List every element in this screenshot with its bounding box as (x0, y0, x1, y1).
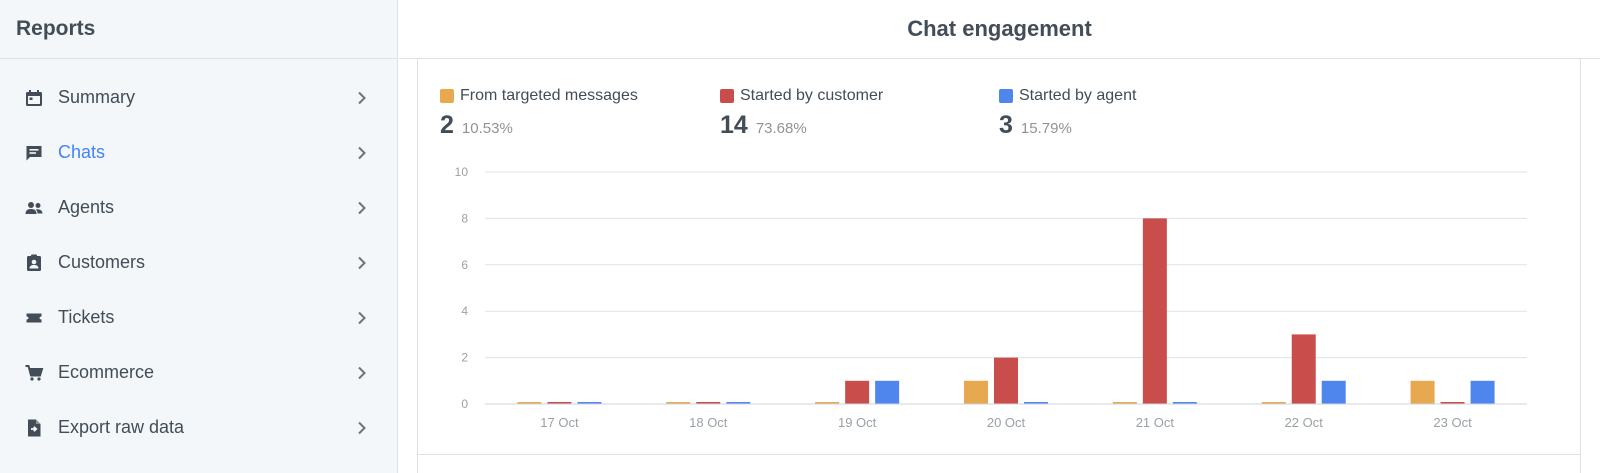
sidebar-item-label: Ecommerce (58, 362, 155, 382)
sidebar: Reports Summary Chats Agents (0, 0, 398, 473)
legend-count: 2 (440, 111, 454, 139)
chevron-right-icon (358, 421, 366, 434)
chevron-right-icon (358, 201, 366, 214)
bar[interactable] (517, 402, 542, 404)
chevron-right-icon (358, 366, 366, 379)
bar[interactable] (845, 380, 870, 404)
chevron-right-icon (358, 146, 366, 159)
x-tick-label: 19 Oct (838, 415, 877, 430)
bar[interactable] (696, 402, 721, 404)
legend-percent: 10.53% (461, 120, 513, 137)
chevron-right-icon (358, 311, 366, 324)
legend-count: 14 (720, 111, 748, 139)
x-tick-label: 21 Oct (1136, 415, 1175, 430)
y-tick-label: 0 (461, 397, 468, 411)
y-tick-label: 2 (461, 351, 468, 365)
legend-swatch (440, 89, 454, 103)
bar[interactable] (1024, 402, 1048, 404)
y-tick-label: 4 (461, 304, 468, 318)
sidebar-item-label: Tickets (58, 307, 115, 327)
chart-legend: From targeted messages 2 10.53% Started … (440, 87, 1580, 147)
sidebar-item-label: Chats (58, 142, 106, 162)
sidebar-item-customers[interactable]: Customers (0, 235, 397, 290)
bar[interactable] (1321, 380, 1346, 404)
chevron-right-icon (358, 91, 366, 104)
y-tick-label: 8 (461, 211, 468, 225)
bar[interactable] (1470, 380, 1495, 404)
sidebar-item-export-raw-data[interactable]: Export raw data (0, 400, 397, 455)
legend-item-customer[interactable]: Started by customer 14 73.68% (720, 87, 883, 140)
sidebar-item-label: Export raw data (58, 417, 185, 437)
legend-count: 3 (999, 111, 1013, 139)
bar[interactable] (1291, 334, 1316, 404)
bar[interactable] (577, 402, 602, 404)
bar[interactable] (1172, 402, 1197, 404)
bar[interactable] (994, 357, 1018, 404)
bar[interactable] (1112, 402, 1137, 404)
main-header: Chat engagement (399, 0, 1600, 59)
legend-label: From targeted messages (460, 87, 638, 104)
legend-percent: 15.79% (1020, 120, 1072, 137)
bar[interactable] (815, 402, 840, 404)
bar[interactable] (726, 402, 751, 404)
legend-item-targeted[interactable]: From targeted messages 2 10.53% (440, 87, 638, 140)
bar[interactable] (1142, 218, 1167, 404)
bar[interactable] (1410, 380, 1435, 404)
x-tick-label: 18 Oct (689, 415, 728, 430)
chart-panel: From targeted messages 2 10.53% Started … (417, 59, 1581, 455)
legend-swatch (999, 89, 1013, 103)
sidebar-item-agents[interactable]: Agents (0, 180, 397, 235)
sidebar-item-tickets[interactable]: Tickets (0, 290, 397, 345)
people-icon (24, 198, 44, 218)
chat-icon (24, 143, 44, 163)
x-tick-label: 22 Oct (1285, 415, 1324, 430)
chevron-right-icon (358, 256, 366, 269)
legend-label: Started by agent (1019, 87, 1137, 104)
lower-panel-frame (417, 455, 1581, 473)
y-tick-label: 10 (455, 165, 469, 179)
sidebar-item-chats[interactable]: Chats (0, 125, 397, 180)
file-export-icon (24, 418, 44, 438)
legend-label: Started by customer (740, 87, 884, 104)
x-tick-label: 17 Oct (540, 415, 579, 430)
sidebar-item-label: Summary (58, 87, 136, 107)
bar[interactable] (875, 380, 900, 404)
ticket-icon (24, 308, 44, 328)
legend-swatch (720, 89, 734, 103)
legend-percent: 73.68% (755, 120, 807, 137)
main-content: Chat engagement From targeted messages 2… (399, 0, 1600, 473)
bar[interactable] (1261, 402, 1286, 404)
x-tick-label: 20 Oct (987, 415, 1026, 430)
y-tick-label: 6 (461, 258, 468, 272)
sidebar-item-ecommerce[interactable]: Ecommerce (0, 345, 397, 400)
bar-chart: 0 2 4 6 8 10 17 Oct 18 Oct 19 Oct 20 Oct 21 Oct 22 … (455, 165, 1527, 430)
bar[interactable] (547, 402, 572, 404)
sidebar-header: Reports (0, 0, 397, 59)
bar[interactable] (666, 402, 691, 404)
x-tick-label: 23 Oct (1433, 415, 1472, 430)
page-title: Chat engagement (907, 16, 1092, 41)
sidebar-item-label: Customers (58, 252, 146, 272)
sidebar-nav: Summary Chats Agents Customers (0, 59, 397, 455)
bar[interactable] (1440, 402, 1465, 404)
sidebar-item-summary[interactable]: Summary (0, 70, 397, 125)
calendar-icon (24, 88, 44, 108)
sidebar-item-label: Agents (58, 197, 115, 217)
contact-card-icon (24, 253, 44, 273)
legend-item-agent[interactable]: Started by agent 3 15.79% (999, 87, 1136, 140)
sidebar-title: Reports (16, 17, 96, 40)
cart-icon (24, 363, 44, 383)
bar[interactable] (964, 380, 988, 404)
